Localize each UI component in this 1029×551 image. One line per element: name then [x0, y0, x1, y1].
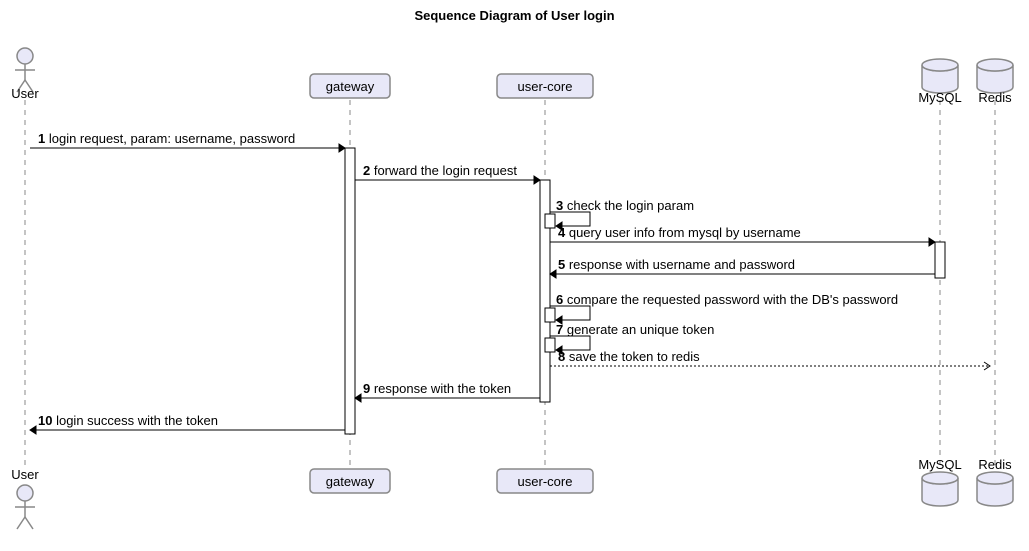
svg-text:MySQL: MySQL — [918, 90, 961, 105]
message-6: 6 compare the requested password with th… — [556, 292, 898, 307]
diagram-title: Sequence Diagram of User login — [414, 8, 614, 23]
activation — [540, 180, 550, 402]
message-5: 5 response with username and password — [558, 257, 795, 272]
svg-text:gateway: gateway — [326, 79, 375, 94]
svg-text:user-core: user-core — [518, 79, 573, 94]
message-9: 9 response with the token — [363, 381, 511, 396]
database-mysql: MySQL — [918, 59, 961, 105]
actor-user: User — [11, 48, 39, 101]
participant-gateway: gateway — [310, 469, 390, 493]
sequence-diagram: Sequence Diagram of User login User gatewa… — [0, 0, 1029, 551]
database-redis: Redis — [977, 59, 1013, 105]
svg-text:gateway: gateway — [326, 474, 375, 489]
participant-user-core: user-core — [497, 469, 593, 493]
database-redis: Redis — [977, 457, 1013, 506]
activation — [345, 148, 355, 434]
message-7: 7 generate an unique token — [556, 322, 714, 337]
svg-text:User: User — [11, 86, 39, 101]
message-2: 2 forward the login request — [363, 163, 517, 178]
activation — [935, 242, 945, 278]
message-3: 3 check the login param — [556, 198, 694, 213]
svg-text:Redis: Redis — [978, 457, 1012, 472]
svg-text:User: User — [11, 467, 39, 482]
svg-text:Redis: Redis — [978, 90, 1012, 105]
database-mysql: MySQL — [918, 457, 961, 506]
message-8: 8 save the token to redis — [558, 349, 700, 364]
message-10: 10 login success with the token — [38, 413, 218, 428]
svg-text:MySQL: MySQL — [918, 457, 961, 472]
message-4: 4 query user info from mysql by username — [558, 225, 801, 240]
message-1: 1 login request, param: username, passwo… — [38, 131, 295, 146]
participant-user-core: user-core — [497, 74, 593, 98]
actor-user: User — [11, 467, 39, 529]
svg-text:user-core: user-core — [518, 474, 573, 489]
participant-gateway: gateway — [310, 74, 390, 98]
